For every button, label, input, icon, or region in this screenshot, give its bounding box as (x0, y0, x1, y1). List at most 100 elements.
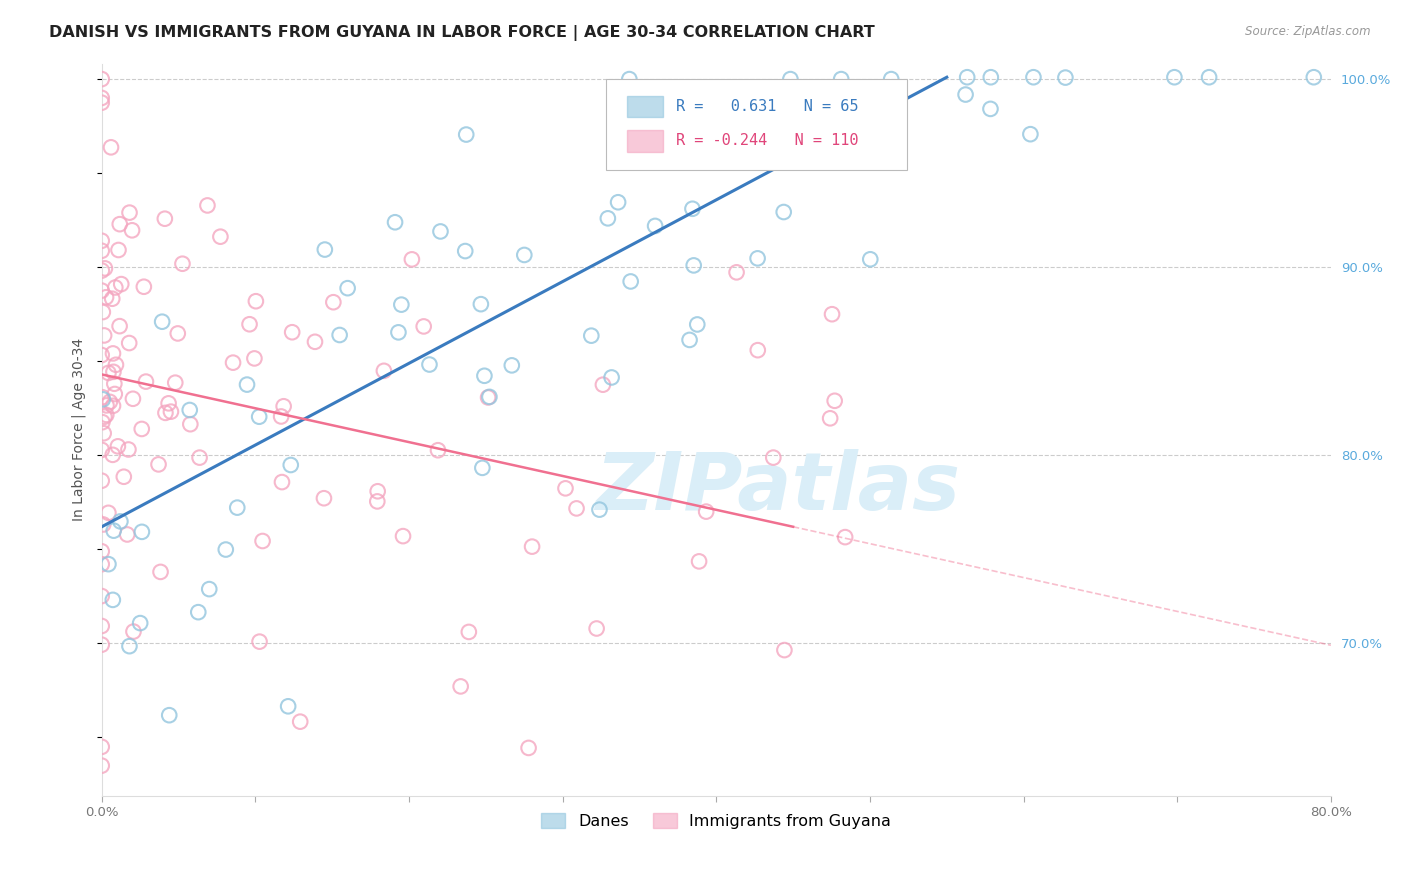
Point (620, 275, 643, 289)
Point (470, 297, 492, 311)
Point (198, 582, 221, 596)
Point (513, 248, 536, 262)
Point (619, 72, 641, 87)
Point (101, 448, 124, 462)
Point (1302, 70, 1324, 85)
Point (118, 336, 141, 351)
Point (252, 534, 274, 549)
Text: ZIPatlas: ZIPatlas (595, 450, 960, 527)
Point (209, 229, 232, 244)
Point (97, 557, 120, 571)
Point (454, 244, 477, 258)
Point (107, 243, 129, 257)
Point (90, 234, 112, 248)
Point (226, 500, 249, 515)
Point (222, 356, 245, 370)
Point (686, 318, 709, 332)
Point (103, 524, 125, 538)
Point (91, 415, 114, 429)
Point (280, 458, 302, 472)
Point (478, 390, 501, 404)
Point (90, 758, 112, 772)
Point (101, 346, 124, 360)
Point (427, 443, 450, 458)
Point (135, 375, 157, 389)
Point (501, 359, 523, 373)
Point (367, 484, 389, 499)
Point (554, 481, 576, 495)
Point (103, 376, 125, 391)
Point (90, 474, 112, 488)
Point (600, 370, 623, 384)
Point (118, 639, 141, 653)
Point (412, 319, 434, 334)
Point (108, 217, 131, 231)
Point (366, 494, 388, 508)
Point (772, 205, 794, 219)
Point (90, 95, 112, 110)
Point (304, 334, 326, 349)
Point (725, 265, 748, 279)
Point (93, 426, 115, 441)
Point (96, 408, 118, 422)
Point (773, 643, 796, 657)
Point (387, 326, 409, 340)
Point (880, 72, 903, 87)
Point (160, 404, 183, 418)
Point (121, 223, 143, 237)
Point (101, 593, 124, 607)
Point (956, 70, 979, 85)
Point (187, 605, 209, 619)
Point (471, 460, 494, 475)
Point (980, 70, 1002, 85)
Point (236, 377, 259, 392)
Point (682, 259, 704, 273)
Point (824, 393, 846, 408)
Point (277, 699, 299, 714)
Point (322, 295, 344, 310)
Point (474, 368, 496, 383)
Point (104, 387, 127, 401)
Point (271, 475, 294, 489)
Point (329, 328, 352, 343)
Point (90, 589, 112, 603)
Point (90, 558, 112, 572)
Point (157, 396, 180, 410)
Point (90, 244, 112, 258)
Bar (627, 95, 664, 118)
Point (166, 326, 188, 341)
Point (662, 144, 685, 158)
Point (596, 211, 619, 226)
Point (389, 298, 412, 312)
Point (281, 325, 304, 339)
Point (122, 392, 145, 406)
Point (373, 364, 395, 378)
Point (215, 542, 238, 557)
Point (821, 307, 844, 321)
Point (979, 102, 1001, 116)
Point (695, 505, 717, 519)
Point (91, 392, 114, 407)
Point (830, 72, 852, 87)
Point (245, 294, 267, 309)
Point (101, 292, 124, 306)
Point (132, 279, 155, 293)
Point (90, 544, 112, 558)
Point (585, 622, 607, 636)
Point (107, 439, 129, 453)
Point (249, 634, 271, 648)
Point (678, 333, 700, 347)
Text: DANISH VS IMMIGRANTS FROM GUYANA IN LABOR FORCE | AGE 30-34 CORRELATION CHART: DANISH VS IMMIGRANTS FROM GUYANA IN LABO… (49, 25, 875, 41)
Point (90, 263, 112, 277)
Point (90, 739, 112, 754)
Point (94, 261, 117, 276)
Point (644, 219, 666, 233)
Point (90, 619, 112, 633)
Point (155, 406, 177, 420)
Point (859, 252, 882, 267)
Point (592, 377, 614, 392)
Point (247, 409, 270, 424)
Point (450, 679, 472, 693)
Point (273, 399, 295, 413)
Point (118, 205, 141, 219)
